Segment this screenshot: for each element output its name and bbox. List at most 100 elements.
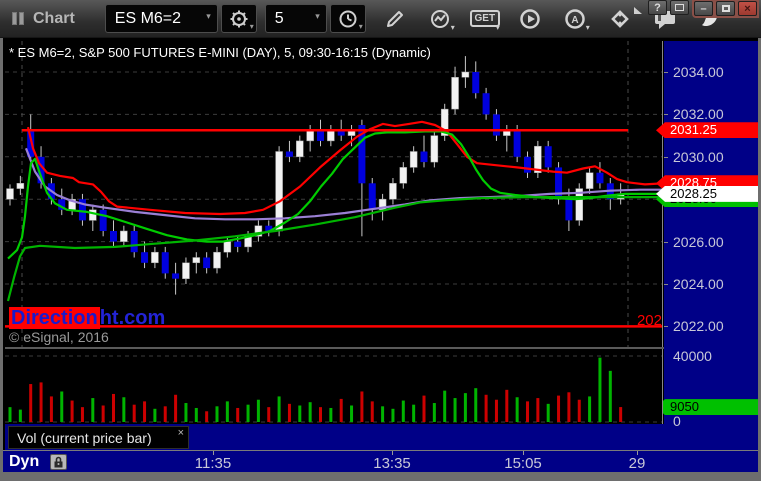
price-axis-label: 2032.00 xyxy=(673,106,724,123)
volume-bar xyxy=(8,407,12,422)
candle-body xyxy=(110,231,117,242)
lock-button[interactable] xyxy=(50,454,67,470)
chevron-down-icon: ▾ xyxy=(585,22,590,32)
candle-body xyxy=(368,183,376,210)
candle-body xyxy=(203,257,211,269)
candle-body xyxy=(440,108,449,136)
volume-bar xyxy=(287,403,291,422)
candle-body xyxy=(99,209,107,231)
popout-arrow-icon[interactable] xyxy=(631,3,645,16)
clock-icon xyxy=(339,10,357,27)
candle-body xyxy=(524,156,531,173)
minimize-button[interactable]: – xyxy=(694,1,713,16)
candle-body xyxy=(234,241,242,247)
interval-combo[interactable]: 5 ▾ xyxy=(264,4,327,33)
watermark-highlight: Direction xyxy=(9,307,100,329)
volume-bar xyxy=(443,390,447,422)
help-button[interactable]: ? xyxy=(648,0,667,15)
price-chart-canvas[interactable] xyxy=(5,41,663,348)
green-slow-ma-line[interactable] xyxy=(6,196,663,302)
chevron-down-icon: ▾ xyxy=(358,22,363,31)
volume-bar xyxy=(246,404,250,422)
volume-bar xyxy=(112,393,115,422)
symbol-combo[interactable]: ES M6=2 ▾ xyxy=(104,4,218,33)
copyright-label: © eSignal, 2016 xyxy=(9,329,109,345)
time-axis-label: 15:05 xyxy=(504,455,542,472)
vol-tab-label: Vol (current price bar) xyxy=(17,430,152,446)
candle-body xyxy=(409,151,418,168)
time-axis[interactable]: Dyn 11:35 13:35 15:05 29 xyxy=(3,450,758,472)
price-pane[interactable]: * ES M6=2, S&P 500 FUTURES E-MINI (DAY),… xyxy=(5,41,663,348)
volume-bar xyxy=(174,394,178,422)
volume-bar xyxy=(205,411,209,422)
vol-study-tab[interactable]: Vol (current price bar) × xyxy=(8,426,189,449)
volume-bar xyxy=(608,370,612,422)
volume-bar xyxy=(122,397,126,422)
volume-bar xyxy=(412,404,416,422)
chart-area: * ES M6=2, S&P 500 FUTURES E-MINI (DAY),… xyxy=(3,38,758,472)
dock-button[interactable] xyxy=(670,0,689,15)
volume-bar xyxy=(256,399,260,422)
candle-body xyxy=(420,151,428,163)
dyn-mode-label[interactable]: Dyn xyxy=(9,453,40,470)
draw-pencil-button[interactable] xyxy=(382,6,408,32)
volume-bar xyxy=(267,407,271,422)
purple-ma-line[interactable] xyxy=(24,147,663,221)
volume-bar xyxy=(619,407,623,422)
replay-play-button[interactable] xyxy=(517,6,543,32)
window-controls: ? – × xyxy=(631,0,759,18)
interval-value: 5 xyxy=(274,9,284,27)
trendline-price-label: 202 xyxy=(636,312,662,329)
candle-body xyxy=(430,135,439,163)
candle-body xyxy=(78,199,86,221)
candle-body xyxy=(151,251,159,264)
time-axis-tick xyxy=(523,451,524,455)
candle-body xyxy=(358,125,366,184)
gear-icon xyxy=(230,10,248,27)
volume-bar xyxy=(360,391,364,422)
volume-bar xyxy=(298,405,302,422)
candle-body xyxy=(130,231,138,253)
volume-bar xyxy=(184,403,188,422)
candle-body xyxy=(213,251,221,269)
price-axis-label: 2024.00 xyxy=(673,276,724,292)
volume-axis-label: 0 xyxy=(673,413,681,429)
candle-body xyxy=(585,172,594,189)
candle-body xyxy=(161,252,169,274)
get-data-button[interactable]: GET ▾ xyxy=(469,6,501,32)
alerts-button[interactable]: A ▾ xyxy=(562,6,590,32)
volume-bar xyxy=(567,392,571,422)
close-tab-icon[interactable]: × xyxy=(177,427,184,439)
maximize-button[interactable] xyxy=(716,1,735,16)
volume-bar xyxy=(49,396,53,422)
link-button[interactable] xyxy=(607,6,633,32)
close-button[interactable]: × xyxy=(738,1,757,16)
volume-bar xyxy=(132,404,136,422)
volume-pane[interactable] xyxy=(5,349,663,424)
chevron-down-icon[interactable]: ▾ xyxy=(206,11,211,21)
volume-chart-canvas[interactable] xyxy=(5,349,663,424)
chart-type-button[interactable]: ▾ xyxy=(427,6,455,32)
candle-body xyxy=(317,130,324,141)
candle-body xyxy=(389,183,397,200)
green-fast-ma-line[interactable] xyxy=(7,130,663,260)
symbol-settings-button[interactable]: ▾ xyxy=(220,4,257,33)
volume-badge: 9050 xyxy=(656,399,758,416)
time-axis-label: 11:35 xyxy=(194,455,232,472)
chevron-down-icon: ▾ xyxy=(450,22,455,32)
candle-body xyxy=(37,156,45,184)
volume-bar xyxy=(163,406,167,422)
padlock-icon xyxy=(54,456,63,468)
window-buttons-group: – × xyxy=(692,0,759,18)
pane-divider[interactable] xyxy=(5,347,664,349)
volume-bar xyxy=(515,397,519,422)
volume-bar xyxy=(277,396,281,422)
candle-body xyxy=(296,140,304,158)
chevron-down-icon[interactable]: ▾ xyxy=(315,11,320,21)
price-axis[interactable]: 2034.00 2032.00 2030.00 2026.00 2024.00 2022.… xyxy=(656,41,758,450)
time-template-button[interactable]: ▾ xyxy=(329,4,366,33)
time-axis-tick xyxy=(213,451,214,455)
titlebar[interactable]: Chart ES M6=2 ▾ ▾ 5 ▾ xyxy=(0,0,761,38)
volume-bar xyxy=(60,391,64,422)
time-axis-tick xyxy=(637,451,638,455)
